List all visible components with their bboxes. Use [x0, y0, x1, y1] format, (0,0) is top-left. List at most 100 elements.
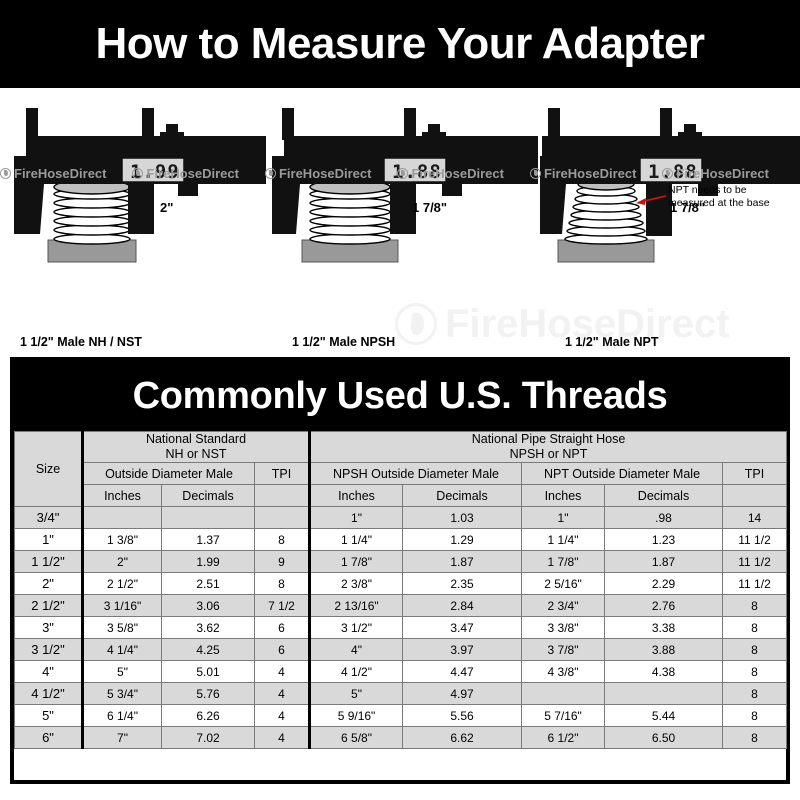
- cell-npsh-decimals: 6.62: [402, 726, 522, 749]
- cell-npt-decimals: 1.87: [604, 550, 723, 573]
- header-group-np-line2: NPSH or NPT: [509, 447, 588, 461]
- cell-npt-inches: 4 3/8": [521, 660, 605, 683]
- header-row-units: Inches Decimals Inches Decimals Inches D…: [15, 484, 788, 507]
- cell-np-tpi: 8: [721, 682, 788, 705]
- cell-nh-decimals: 7.02: [161, 726, 255, 749]
- caliper-lcd-reading-nh: 1.99: [130, 161, 180, 183]
- cell-nh-decimals: 4.25: [161, 638, 255, 661]
- table-row: 6" 7" 7.02 4 6 5/8" 6.62 6 1/2" 6.50 8: [14, 726, 788, 749]
- cell-size: 3 1/2": [14, 638, 84, 661]
- cell-npsh-decimals: 1.87: [402, 550, 522, 573]
- cell-nh-decimals: 3.06: [161, 594, 255, 617]
- cell-size: 4": [14, 660, 84, 683]
- cell-nh-inches: 4 1/4": [82, 638, 162, 661]
- header-npsh-outside-diameter-male: NPSH Outside Diameter Male: [308, 462, 522, 485]
- cell-nh-decimals: 5.01: [161, 660, 255, 683]
- cell-npsh-decimals: 2.35: [402, 572, 522, 595]
- cell-np-tpi: 8: [721, 616, 788, 639]
- cell-npsh-inches: 6 5/8": [308, 726, 403, 749]
- cell-np-tpi: 14: [721, 506, 788, 529]
- cell-nh-tpi: 4: [254, 660, 310, 683]
- page-title-banner: How to Measure Your Adapter: [0, 0, 800, 88]
- caliper-caption-npsh: 1 1/2" Male NPSH: [292, 335, 396, 349]
- page-title: How to Measure Your Adapter: [95, 19, 705, 68]
- cell-npsh-inches: 1": [308, 506, 403, 529]
- caliper-diagram-area: 1.99 2" 1 1/2" Male NH / NST: [0, 88, 800, 353]
- caliper-panel-npt: 1.88 1 7/8" NPT needs to be measured at …: [540, 88, 800, 353]
- cell-npt-inches: [521, 682, 605, 705]
- npt-base-note: NPT needs to be measured at the base: [668, 184, 770, 210]
- cell-npt-decimals: 4.38: [604, 660, 723, 683]
- caliper-lcd-reading-npt: 1.88: [648, 161, 698, 183]
- cell-nh-tpi: 8: [254, 572, 310, 595]
- cell-size: 4 1/2": [14, 682, 84, 705]
- caliper-lcd-reading-npsh: 1.88: [392, 161, 442, 183]
- cell-npsh-inches: 2 13/16": [308, 594, 403, 617]
- cell-nh-inches: [82, 506, 162, 529]
- caliper-illustration-nh: [14, 108, 266, 263]
- cell-nh-decimals: 5.76: [161, 682, 255, 705]
- cell-size: 5": [14, 704, 84, 727]
- header-group-nh-line2: NH or NST: [165, 447, 227, 461]
- threads-table-title: Commonly Used U.S. Threads: [132, 374, 668, 417]
- cell-npsh-decimals: 4.97: [402, 682, 522, 705]
- cell-nh-inches: 2 1/2": [82, 572, 162, 595]
- cell-npt-decimals: 5.44: [604, 704, 723, 727]
- threads-table-head: Size National Standard NH or NST Nationa…: [14, 431, 788, 507]
- cell-nh-inches: 3 5/8": [82, 616, 162, 639]
- header-npt-decimals: Decimals: [604, 484, 723, 507]
- caliper-panel-npsh: 1.88 1 7/8" 1 1/2" Male NPSH: [272, 88, 538, 353]
- cell-npsh-inches: 4": [308, 638, 403, 661]
- table-row: 1 1/2" 2" 1.99 9 1 7/8" 1.87 1 7/8" 1.87 11 1/2: [14, 550, 788, 573]
- cell-npsh-decimals: 1.29: [402, 528, 522, 551]
- cell-nh-inches: 5": [82, 660, 162, 683]
- cell-np-tpi: 8: [721, 726, 788, 749]
- header-npt-outside-diameter-male: NPT Outside Diameter Male: [521, 462, 723, 485]
- cell-nh-tpi: 4: [254, 704, 310, 727]
- cell-npt-decimals: 3.38: [604, 616, 723, 639]
- npt-base-arrow-icon: [636, 195, 667, 205]
- caliper-panel-nh-nst: 1.99 2" 1 1/2" Male NH / NST: [0, 88, 266, 353]
- cell-nh-inches: 3 1/16": [82, 594, 162, 617]
- header-np-tpi: TPI: [721, 462, 788, 485]
- table-row: 4" 5" 5.01 4 4 1/2" 4.47 4 3/8" 4.38 8: [14, 660, 788, 683]
- cell-npsh-decimals: 3.47: [402, 616, 522, 639]
- cell-nh-inches: 1 3/8": [82, 528, 162, 551]
- caliper-fraction-label-nh: 2": [160, 200, 174, 215]
- cell-npsh-inches: 2 3/8": [308, 572, 403, 595]
- table-row: 3" 3 5/8" 3.62 6 3 1/2" 3.47 3 3/8" 3.38 8: [14, 616, 788, 639]
- cell-npt-decimals: 2.29: [604, 572, 723, 595]
- cell-nh-decimals: 1.99: [161, 550, 255, 573]
- cell-npt-inches: 1 1/4": [521, 528, 605, 551]
- table-row: 2" 2 1/2" 2.51 8 2 3/8" 2.35 2 5/16" 2.29 11 1/2: [14, 572, 788, 595]
- cell-npsh-decimals: 1.03: [402, 506, 522, 529]
- cell-nh-tpi: 9: [254, 550, 310, 573]
- cell-npsh-decimals: 2.84: [402, 594, 522, 617]
- npt-note-line-2: measured at the base: [668, 196, 770, 209]
- cell-nh-inches: 7": [82, 726, 162, 749]
- header-nh-tpi: TPI: [254, 462, 310, 485]
- cell-npsh-decimals: 4.47: [402, 660, 522, 683]
- table-row: 3 1/2" 4 1/4" 4.25 6 4" 3.97 3 7/8" 3.88 8: [14, 638, 788, 661]
- cell-npsh-inches: 5 9/16": [308, 704, 403, 727]
- cell-nh-decimals: 1.37: [161, 528, 255, 551]
- caliper-lcd-screen-nh: [121, 157, 185, 183]
- cell-nh-decimals: [161, 506, 255, 529]
- cell-nh-tpi: 6: [254, 616, 310, 639]
- cell-nh-tpi: 4: [254, 726, 310, 749]
- cell-nh-tpi: 6: [254, 638, 310, 661]
- header-row-groups: Size National Standard NH or NST Nationa…: [14, 431, 788, 507]
- cell-size: 2 1/2": [14, 594, 84, 617]
- header-nh-outside-diameter-male: Outside Diameter Male: [82, 462, 255, 485]
- caliper-illustration-npsh: [272, 108, 538, 263]
- cell-nh-inches: 2": [82, 550, 162, 573]
- cell-npt-decimals: [604, 682, 723, 705]
- table-row: 1" 1 3/8" 1.37 8 1 1/4" 1.29 1 1/4" 1.23 11 1/2: [14, 528, 788, 551]
- cell-npt-inches: 5 7/16": [521, 704, 605, 727]
- threads-table-body: 3/4" 1" 1.03 1" .98 14 1" 1 3/8" 1.37 8 1 1/4" 1.29…: [14, 506, 788, 749]
- cell-npt-inches: 3 3/8": [521, 616, 605, 639]
- cell-npsh-decimals: 3.97: [402, 638, 522, 661]
- cell-np-tpi: 11 1/2: [721, 528, 788, 551]
- cell-size: 1": [14, 528, 84, 551]
- header-nh-decimals: Decimals: [161, 484, 255, 507]
